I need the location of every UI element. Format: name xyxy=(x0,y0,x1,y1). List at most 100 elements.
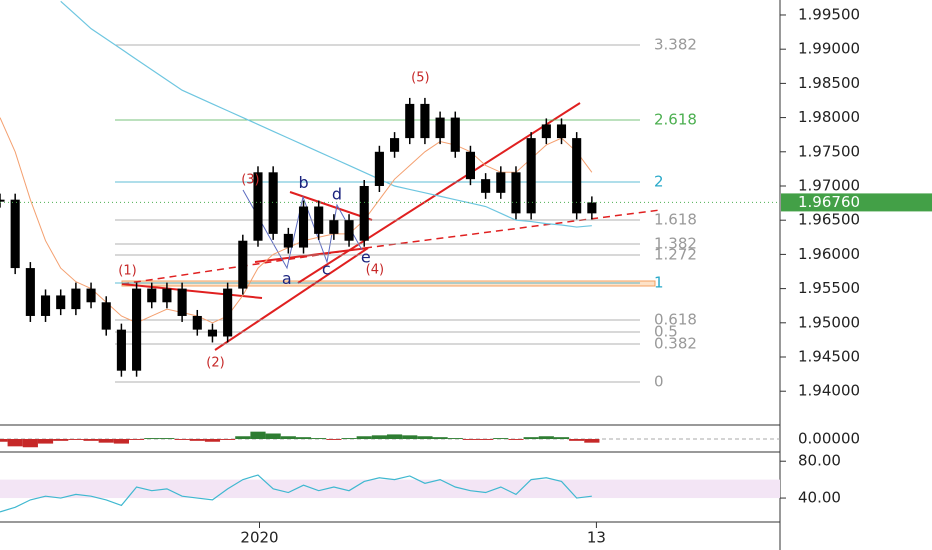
y-tick-label: 1.95000 xyxy=(798,313,860,331)
y-tick-label: 1.96000 xyxy=(798,245,860,263)
wave-label: c xyxy=(322,260,331,279)
last-price-box xyxy=(781,193,932,212)
rsi-tick-label: 40.00 xyxy=(798,489,841,507)
candle xyxy=(511,172,521,214)
macd-bar xyxy=(128,439,145,440)
candle xyxy=(465,151,476,180)
candle xyxy=(223,288,233,337)
y-tick-label: 1.95500 xyxy=(798,279,860,297)
fib-label: 1.272 xyxy=(654,246,697,264)
macd-bar xyxy=(386,434,403,439)
candle xyxy=(268,172,278,234)
y-tick-label: 1.97000 xyxy=(798,176,860,194)
candle xyxy=(56,295,66,310)
macd-bar xyxy=(220,439,236,440)
macd-bar xyxy=(204,439,221,442)
macd-bar xyxy=(250,431,266,439)
macd-bar xyxy=(402,435,418,439)
candle xyxy=(0,199,5,202)
wave-label: (5) xyxy=(411,70,429,85)
candle xyxy=(40,295,51,316)
macd-bar xyxy=(0,439,8,442)
x-tick-label: 13 xyxy=(587,529,606,547)
macd-bar xyxy=(356,436,372,439)
wave-label: a xyxy=(282,269,292,288)
macd-bar xyxy=(447,438,463,439)
candle xyxy=(390,138,400,152)
macd-bar xyxy=(144,438,160,439)
candle xyxy=(496,172,506,193)
candle xyxy=(329,220,339,234)
candle xyxy=(556,124,567,139)
macd-bar xyxy=(523,437,539,439)
macd-bar xyxy=(37,439,54,444)
candle xyxy=(283,233,293,248)
candle xyxy=(132,288,142,371)
rsi-tick-label: 80.00 xyxy=(798,452,841,470)
candle xyxy=(481,179,491,193)
fib-label: 0.618 xyxy=(654,310,697,328)
y-tick-label: 1.97500 xyxy=(798,142,860,160)
macd-bar xyxy=(280,436,296,439)
y-tick-label: 1.94000 xyxy=(798,382,860,400)
candle xyxy=(541,124,551,139)
macd-bar xyxy=(83,439,99,441)
ma-line xyxy=(60,0,592,228)
macd-bar xyxy=(371,435,387,439)
candle xyxy=(344,220,354,241)
candle xyxy=(71,288,81,310)
rsi-band xyxy=(0,479,780,499)
wave-label: e xyxy=(361,247,371,266)
macd-bar xyxy=(538,436,554,439)
y-tick-label: 1.94500 xyxy=(798,348,860,366)
y-tick-label: 1.98000 xyxy=(798,108,860,126)
candle xyxy=(526,138,536,214)
candle xyxy=(147,288,157,303)
macd-bar xyxy=(98,439,114,443)
macd-bar xyxy=(417,436,433,439)
y-tick-label: 1.99500 xyxy=(798,5,860,23)
candle xyxy=(298,206,309,248)
macd-bar xyxy=(311,438,327,439)
macd-tick-label: 0.00000 xyxy=(798,430,860,448)
candle xyxy=(374,151,384,186)
macd-bar xyxy=(265,433,281,439)
candle xyxy=(10,199,20,269)
fib-label: 0.382 xyxy=(654,335,697,353)
macd-bar xyxy=(493,438,509,439)
candle xyxy=(420,103,430,139)
macd-bar xyxy=(235,436,251,439)
rsi-line xyxy=(0,474,592,513)
candle xyxy=(101,302,111,330)
wave-label: (4) xyxy=(366,263,384,278)
wave-label: (2) xyxy=(206,356,224,371)
fib-label: 2 xyxy=(654,173,664,191)
candle xyxy=(162,288,172,303)
candle xyxy=(587,202,597,214)
macd-bar xyxy=(113,439,129,444)
fib-label: 1.618 xyxy=(654,210,697,228)
fib-label: 0.5 xyxy=(654,322,678,340)
macd-bar xyxy=(174,439,190,440)
wave-label: (1) xyxy=(118,263,136,278)
last-price-label: 1.96760 xyxy=(798,193,860,211)
macd-bar xyxy=(326,439,342,440)
macd-bar xyxy=(478,439,494,440)
macd-bar xyxy=(53,439,69,441)
candle xyxy=(359,185,369,241)
macd-bar xyxy=(584,439,600,443)
candle xyxy=(314,206,324,234)
candle xyxy=(86,288,96,303)
candle xyxy=(572,138,582,214)
wave-label: (3) xyxy=(241,172,259,187)
y-tick-label: 1.98500 xyxy=(798,74,860,92)
candle xyxy=(405,103,415,139)
ma-line xyxy=(0,117,593,324)
candle xyxy=(435,117,445,139)
macd-bar xyxy=(295,437,312,439)
macd-bar xyxy=(7,439,23,447)
level-box xyxy=(121,280,656,287)
macd-bar xyxy=(553,437,570,439)
macd-bar xyxy=(462,439,479,440)
